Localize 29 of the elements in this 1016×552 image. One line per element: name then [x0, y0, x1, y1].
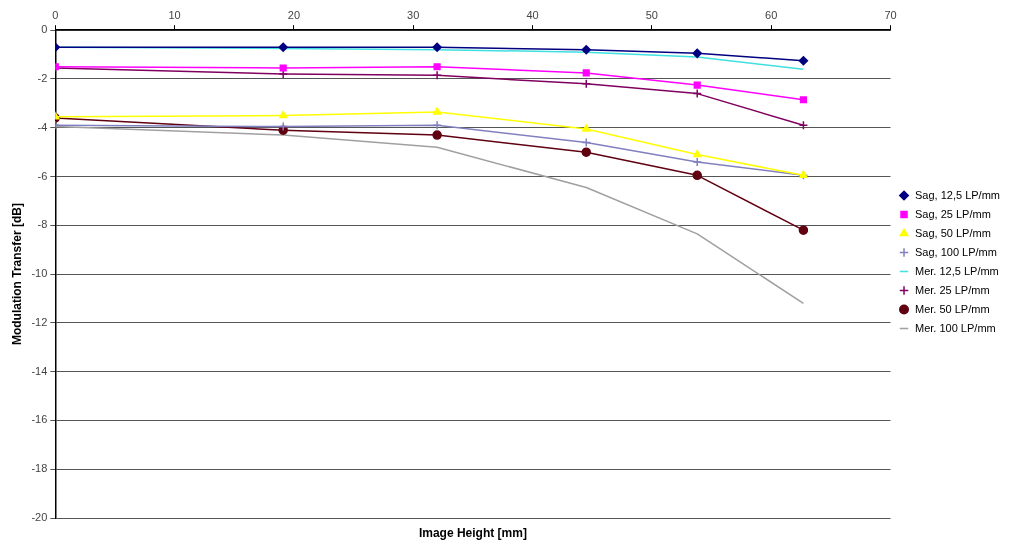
x-tick-label: 0 [52, 8, 59, 21]
legend-label: Sag, 12,5 LP/mm [915, 188, 1001, 201]
y-tick-label: -14 [31, 364, 48, 377]
x-tick-label: 10 [168, 8, 181, 21]
legend-label: Sag, 25 LP/mm [915, 207, 991, 220]
y-tick-label: -8 [37, 218, 48, 231]
y-tick-label: -16 [31, 413, 48, 426]
y-tick-label: -6 [37, 169, 48, 182]
y-axis-title: Modulation Transfer [dB] [9, 203, 24, 346]
x-tick-label: 70 [884, 8, 897, 21]
x-tick-label: 50 [645, 8, 659, 21]
legend-label: Mer. 12,5 LP/mm [915, 264, 999, 277]
x-tick-label: 30 [407, 8, 420, 21]
x-axis-title: Image Height [mm] [418, 526, 527, 541]
legend-label: Sag, 50 LP/mm [915, 226, 991, 239]
x-tick-label: 60 [765, 8, 778, 21]
x-tick-label: 20 [287, 8, 301, 21]
legend-label: Mer. 100 LP/mm [915, 321, 996, 334]
y-tick-label: -4 [37, 120, 48, 133]
x-tick-label: 40 [526, 8, 539, 21]
y-tick-label: -10 [31, 267, 48, 280]
y-tick-label: -20 [31, 511, 48, 524]
legend-label: Sag, 100 LP/mm [915, 245, 997, 258]
legend-label: Mer. 25 LP/mm [915, 283, 990, 296]
y-tick-label: -2 [37, 72, 48, 85]
y-tick-label: 0 [41, 23, 48, 36]
legend-label: Mer. 50 LP/mm [915, 302, 990, 315]
y-tick-label: -18 [31, 462, 48, 475]
y-tick-label: -12 [31, 315, 48, 328]
